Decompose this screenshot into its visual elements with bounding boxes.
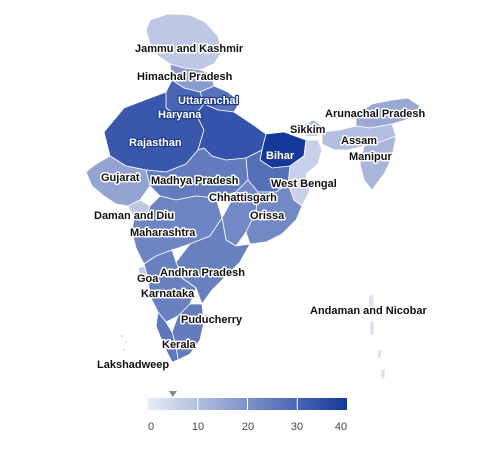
label-orissa: Orissa xyxy=(250,210,285,222)
legend-tick-0: 0 xyxy=(148,421,154,433)
label-daman-and-diu: Daman and Diu xyxy=(94,210,174,222)
legend-tick-10: 10 xyxy=(192,421,204,433)
label-kerala: Kerala xyxy=(162,339,197,351)
label-gujarat: Gujarat xyxy=(101,172,140,184)
state-shapes xyxy=(85,13,421,380)
label-uttaranchal: Uttaranchal xyxy=(178,95,239,107)
legend-tick-40: 40 xyxy=(335,421,347,433)
region-orissa[interactable] xyxy=(245,183,303,245)
label-rajasthan: Rajasthan xyxy=(129,137,182,149)
label-sikkim: Sikkim xyxy=(290,124,326,136)
legend-dividers xyxy=(197,398,298,410)
legend-value-marker xyxy=(168,391,177,397)
label-lakshadweep: Lakshadweep xyxy=(97,359,169,371)
label-jammu-and-kashmir: Jammu and Kashmir xyxy=(135,43,244,55)
label-maharashtra: Maharashtra xyxy=(130,227,196,239)
label-west-bengal: West Bengal xyxy=(271,178,337,190)
label-haryana: Haryana xyxy=(158,109,202,121)
label-puducherry: Puducherry xyxy=(181,314,243,326)
region-gujarat[interactable] xyxy=(85,155,151,207)
label-assam: Assam xyxy=(341,135,377,147)
label-chhattisgarh: Chhattisgarh xyxy=(209,192,277,204)
region-lakshadweep[interactable] xyxy=(119,333,129,352)
label-madhya-pradesh: Madhya Pradesh xyxy=(151,175,239,187)
region-andaman-and-nicobar[interactable] xyxy=(367,293,386,380)
region-jammu-and-kashmir[interactable] xyxy=(145,13,223,71)
state-labels: Jammu and Kashmir Himachal Pradesh Uttar… xyxy=(93,42,429,373)
region-sikkim[interactable] xyxy=(303,119,323,137)
legend-tick-30: 30 xyxy=(291,421,303,433)
label-andhra-pradesh: Andhra Pradesh xyxy=(160,267,245,279)
label-bihar: Bihar xyxy=(266,150,295,162)
region-manipur[interactable] xyxy=(359,135,397,191)
label-arunachal-pradesh: Arunachal Pradesh xyxy=(325,108,426,120)
legend-tick-20: 20 xyxy=(242,421,254,433)
label-karnataka: Karnataka xyxy=(141,288,195,300)
label-andaman-and-nicobar: Andaman and Nicobar xyxy=(310,305,427,317)
label-manipur: Manipur xyxy=(349,151,392,163)
region-kerala[interactable] xyxy=(155,311,179,363)
color-legend: 0 10 20 30 40 xyxy=(148,391,347,433)
label-goa: Goa xyxy=(137,273,159,285)
label-himachal-pradesh: Himachal Pradesh xyxy=(137,71,233,83)
